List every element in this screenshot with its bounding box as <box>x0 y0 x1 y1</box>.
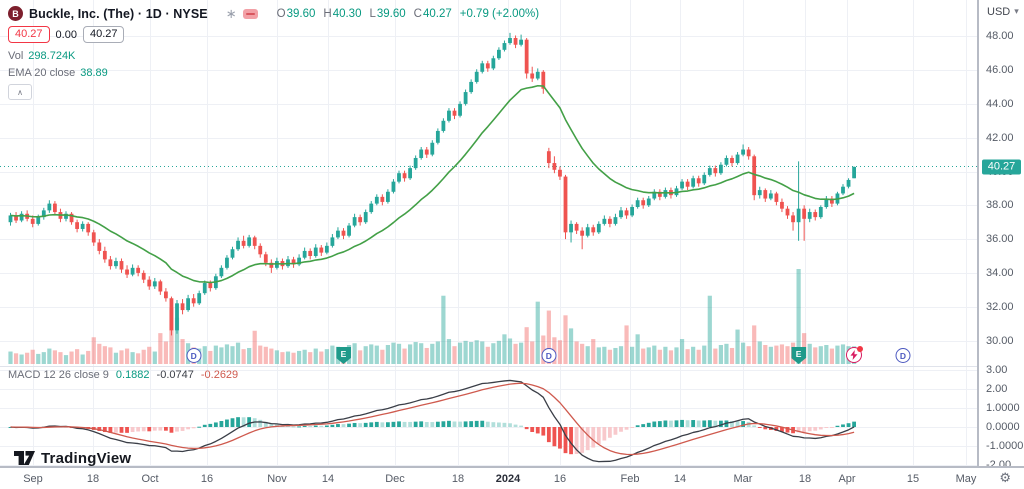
earnings-marker[interactable]: E <box>336 347 351 364</box>
macd-tick-label: 1.0000 <box>986 402 1020 414</box>
earnings-marker[interactable]: E <box>791 347 807 364</box>
time-tick-label: 16 <box>200 472 214 485</box>
symbol-logo[interactable]: B <box>8 6 23 21</box>
time-tick-label: Apr <box>838 472 856 485</box>
price-tick-label: 32.00 <box>986 300 1014 313</box>
currency-label: USD <box>987 6 1011 18</box>
time-tick-label: Dec <box>385 472 405 485</box>
last-price-badge: 40.27 <box>982 159 1021 175</box>
spread-value: 0.00 <box>55 28 77 41</box>
macd-tick-label: 3.00 <box>986 364 1008 376</box>
time-tick-label: Feb <box>620 472 640 485</box>
close-value: 40.27 <box>422 7 452 20</box>
high-label: H <box>323 7 332 20</box>
ema-value: 38.89 <box>80 67 108 79</box>
ema-label[interactable]: EMA 20 close <box>8 67 76 79</box>
low-value: 39.60 <box>376 7 406 20</box>
alert-flash-marker[interactable] <box>846 346 864 363</box>
collapse-legend-button[interactable]: ∧ <box>8 84 32 100</box>
pane-separator[interactable] <box>0 366 1024 367</box>
flag-icon[interactable] <box>242 8 258 19</box>
ask-badge[interactable]: 40.27 <box>82 26 125 43</box>
price-axis[interactable]: USD ▾ 48.0046.0044.0042.0040.0038.0036.0… <box>977 0 1024 471</box>
close-label: C <box>413 7 422 20</box>
price-tick-label: 46.00 <box>986 64 1014 77</box>
dividend-marker[interactable]: D <box>895 348 911 363</box>
macd-label[interactable]: MACD 12 26 close 9 <box>8 369 109 381</box>
time-tick-label: Oct <box>141 472 159 485</box>
time-tick-label: Mar <box>733 472 753 485</box>
macd-legend: MACD 12 26 close 9 0.1882 -0.0747 -0.262… <box>8 369 238 381</box>
volume-label[interactable]: Vol <box>8 50 24 62</box>
tradingview-mark-icon <box>14 451 35 465</box>
high-value: 40.30 <box>332 7 362 20</box>
time-tick-label: 18 <box>451 472 465 485</box>
time-tick-label: 2024 <box>495 472 521 485</box>
price-tick-label: 30.00 <box>986 334 1014 347</box>
time-tick-label: 16 <box>553 472 567 485</box>
gear-icon[interactable]: ⚙ <box>999 471 1011 486</box>
price-tick-label: 34.00 <box>986 266 1014 279</box>
price-tick-label: 38.00 <box>986 199 1014 212</box>
macd-hist-value: 0.1882 <box>115 369 150 381</box>
chevron-down-icon: ▾ <box>1014 7 1019 17</box>
time-tick-label: 14 <box>673 472 687 485</box>
chart-canvas[interactable] <box>0 0 977 466</box>
price-tick-label: 48.00 <box>986 30 1014 43</box>
low-label: L <box>369 7 376 20</box>
time-tick-label: Sep <box>23 472 43 485</box>
open-value: 39.60 <box>286 7 316 20</box>
snowflake-icon[interactable]: ∗ <box>225 6 237 21</box>
chart-legend: B Buckle, Inc. (The) · 1D · NYSE ∗ O39.6… <box>8 5 539 100</box>
price-tick-label: 36.00 <box>986 233 1014 246</box>
price-tick-label: 44.00 <box>986 97 1014 110</box>
change-value: +0.79 (+2.00%) <box>459 7 540 20</box>
currency-selector[interactable]: USD ▾ <box>987 6 1019 18</box>
macd-signal-value: -0.2629 <box>200 369 239 381</box>
macd-tick-label: 2.00 <box>986 383 1008 395</box>
bid-badge[interactable]: 40.27 <box>8 26 50 43</box>
time-tick-label: Nov <box>267 472 287 485</box>
time-tick-label: May <box>955 472 977 485</box>
symbol-title[interactable]: Buckle, Inc. (The) · 1D · NYSE <box>29 6 208 21</box>
time-tick-label: 15 <box>906 472 920 485</box>
open-label: O <box>276 7 286 20</box>
price-tick-label: 42.00 <box>986 131 1014 144</box>
volume-value: 298.724K <box>28 50 76 62</box>
macd-tick-label: -1.0000 <box>986 440 1024 452</box>
dividend-marker[interactable]: D <box>541 348 557 363</box>
dividend-marker[interactable]: D <box>186 348 202 363</box>
tradingview-logo[interactable]: TradingView <box>14 450 131 467</box>
time-axis[interactable]: Sep 18 Oct 16 Nov 14 Dec 18 2024 16 Feb 14 Mar 18 Apr 1… <box>0 466 1024 489</box>
tradingview-wordmark: TradingView <box>41 450 132 467</box>
time-tick-label: 14 <box>321 472 335 485</box>
macd-tick-label: 0.0000 <box>986 421 1020 433</box>
time-tick-label: 18 <box>798 472 812 485</box>
macd-line-value: -0.0747 <box>156 369 194 381</box>
time-tick-label: 18 <box>86 472 100 485</box>
ohlc-readout: O39.60 H40.30 L39.60 C40.27 +0.79 (+2.00… <box>277 8 539 20</box>
